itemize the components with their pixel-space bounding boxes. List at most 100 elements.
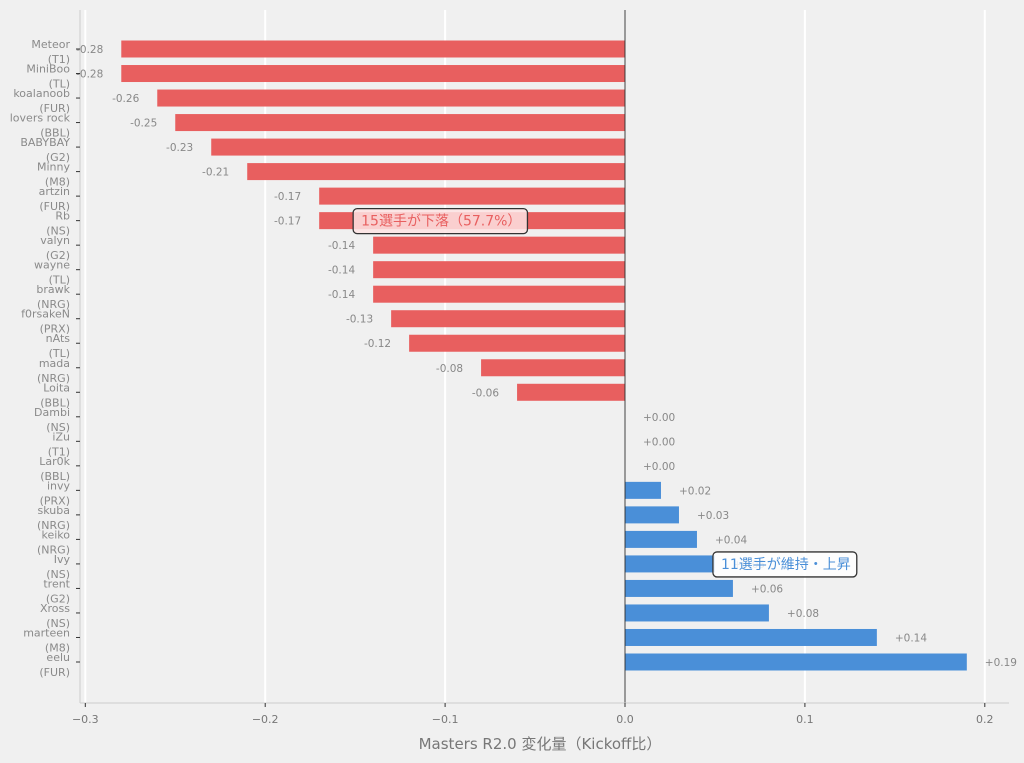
- x-tick-label: −0.2: [252, 713, 279, 726]
- y-tick-label-name: valyn: [40, 234, 70, 247]
- bar: [625, 653, 967, 671]
- annotation-text: 15選手が下落（57.7%）: [361, 214, 521, 230]
- value-label: -0.26: [112, 93, 139, 105]
- value-label: -0.28: [76, 69, 103, 81]
- y-tick-label-name: wayne: [34, 259, 70, 272]
- value-label: +0.06: [751, 583, 783, 595]
- bar: [625, 579, 733, 597]
- annotation-frame: [712, 551, 858, 578]
- value-label: -0.13: [346, 314, 373, 326]
- y-tick-label-team: (TL): [49, 347, 70, 360]
- y-tick-label-team: (NRG): [37, 543, 70, 556]
- y-tick-label-name: artzin: [39, 185, 70, 198]
- y-tick-label-team: (FUR): [39, 102, 70, 115]
- bar: [121, 65, 625, 83]
- y-tick-label-name: eelu: [46, 651, 70, 664]
- y-tick-label-name: trent: [43, 577, 70, 590]
- x-tick-label: 0.2: [976, 713, 994, 726]
- value-label: -0.14: [328, 265, 355, 277]
- y-tick-label-team: (M8): [45, 176, 70, 189]
- value-label: -0.12: [364, 338, 391, 350]
- bar: [517, 383, 625, 401]
- y-tick-label-name: Lar0k: [39, 455, 70, 468]
- y-tick-label-team: (G2): [46, 592, 70, 605]
- y-tick-label-team: (NS): [46, 568, 70, 581]
- x-tick-label: −0.1: [432, 713, 459, 726]
- bar: [175, 114, 625, 132]
- y-tick-label-name: BABYBAY: [20, 136, 70, 149]
- bar: [373, 261, 625, 279]
- y-tick-label-team: (M8): [45, 641, 70, 654]
- y-tick-label-name: Meteor: [31, 38, 70, 51]
- x-axis-title: Masters R2.0 変化量（Kickoff比）: [419, 735, 662, 753]
- y-tick-label-team: (NS): [46, 421, 70, 434]
- value-label: +0.00: [643, 436, 675, 448]
- y-tick-label-name: Minny: [37, 161, 70, 174]
- y-tick-label-team: (NS): [46, 225, 70, 238]
- bar: [247, 163, 625, 181]
- y-axis-ticks: Meteor(T1)MiniBoo(TL)koalanoob(FUR)lover…: [10, 38, 80, 679]
- annotation-box: 11選手が維持・上昇: [712, 551, 858, 578]
- x-tick-label: 0.1: [796, 713, 814, 726]
- y-tick-label-team: (NRG): [37, 372, 70, 385]
- y-tick-label-name: brawk: [36, 283, 70, 296]
- value-label: +0.03: [697, 510, 729, 522]
- y-tick-label-name: MiniBoo: [26, 63, 70, 76]
- value-label: -0.28: [76, 44, 103, 56]
- value-label: +0.19: [985, 657, 1017, 669]
- y-tick-label-team: (TL): [49, 78, 70, 91]
- y-tick-label-team: (NS): [46, 617, 70, 630]
- y-tick-label-team: (NRG): [37, 298, 70, 311]
- y-tick-label-team: (G2): [46, 249, 70, 262]
- value-label: -0.06: [472, 387, 499, 399]
- y-tick-label-name: f0rsakeN: [21, 308, 70, 321]
- value-label: +0.14: [895, 632, 927, 644]
- bar: [121, 40, 625, 58]
- annotation-text: 11選手が維持・上昇: [721, 557, 851, 573]
- bar: [409, 334, 625, 352]
- annotation-frame: [352, 207, 529, 235]
- bar: [481, 359, 625, 377]
- bar: [211, 138, 626, 156]
- y-tick-label-team: (BBL): [40, 396, 70, 409]
- x-tick-label: −0.3: [72, 713, 99, 726]
- annotation-box: 15選手が下落（57.7%）: [352, 207, 529, 235]
- x-tick-label: 0.0: [616, 713, 634, 726]
- value-label: -0.25: [130, 118, 157, 130]
- bars: [121, 40, 967, 671]
- value-label: -0.14: [328, 289, 355, 301]
- y-tick-label-name: iZu: [52, 430, 70, 443]
- y-tick-label-team: (T1): [48, 53, 70, 66]
- y-tick-label-team: (BBL): [40, 127, 70, 140]
- bar: [625, 530, 697, 548]
- value-label: -0.21: [202, 167, 229, 179]
- value-label: -0.17: [274, 216, 301, 228]
- bar: [625, 481, 661, 499]
- y-tick-label-name: Loita: [43, 381, 70, 394]
- y-tick-label-name: lovers rock: [10, 112, 71, 125]
- bar: [319, 187, 625, 205]
- y-tick-label-team: (FUR): [39, 666, 70, 679]
- value-label: -0.14: [328, 240, 355, 252]
- y-tick-label-name: Xross: [40, 602, 70, 615]
- y-tick-label-name: nAts: [46, 332, 71, 345]
- y-tick-label-team: (PRX): [40, 494, 70, 507]
- y-tick-label-team: (T1): [48, 445, 70, 458]
- y-tick-label-team: (NRG): [37, 519, 70, 532]
- bar: [157, 89, 625, 107]
- bar: [625, 506, 679, 524]
- bar: [625, 628, 877, 646]
- y-tick-label-name: koalanoob: [13, 87, 70, 100]
- y-tick-label-name: keiko: [41, 528, 70, 541]
- value-label: +0.02: [679, 485, 711, 497]
- x-axis-ticks: −0.3 −0.2 −0.1 0.0 0.1 0.2: [72, 703, 994, 726]
- bar: [373, 236, 625, 254]
- y-tick-label-name: Ivy: [54, 553, 71, 566]
- y-tick-label-team: (BBL): [40, 470, 70, 483]
- value-label: +0.08: [787, 608, 819, 620]
- y-tick-label-team: (G2): [46, 151, 70, 164]
- annotations: 15選手が下落（57.7%） 11選手が維持・上昇: [352, 207, 858, 578]
- value-label: +0.00: [643, 461, 675, 473]
- value-label: -0.08: [436, 363, 463, 375]
